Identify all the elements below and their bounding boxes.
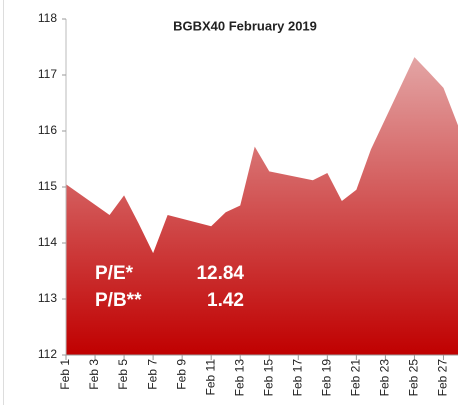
x-tick-label: Feb 25 [407, 359, 421, 397]
y-tick-label: 112 [38, 347, 57, 361]
x-tick-label: Feb 11 [203, 359, 217, 396]
y-tick-label: 115 [38, 179, 57, 193]
y-tick-label: 114 [38, 235, 57, 249]
y-tick-label: 118 [38, 11, 57, 25]
y-tick-label: 117 [38, 67, 57, 81]
annotation-value: 12.84 [196, 263, 244, 284]
x-tick-label: Feb 7 [145, 359, 159, 390]
x-tick-label: Feb 5 [116, 359, 130, 390]
x-tick-label: Feb 3 [87, 359, 101, 390]
x-tick-label: Feb 19 [320, 359, 334, 397]
area [66, 57, 458, 355]
x-tick-label: Feb 9 [174, 359, 188, 390]
x-tick-label: Feb 21 [349, 359, 363, 397]
x-tick-label: Feb 17 [290, 359, 304, 397]
x-tick-label: Feb 15 [261, 359, 275, 397]
x-tick-label: Feb 27 [436, 359, 450, 397]
annotation-label: P/B** [95, 290, 142, 311]
y-tick-label: 116 [38, 123, 57, 137]
x-tick-label: Feb 1 [58, 359, 72, 390]
y-tick-label: 113 [38, 291, 57, 305]
x-tick-label: Feb 23 [378, 359, 392, 397]
x-tick-label: Feb 13 [232, 359, 246, 397]
annotation-label: P/E* [95, 263, 134, 284]
chart-title: BGBX40 February 2019 [173, 18, 317, 33]
annotation-value: 1.42 [207, 290, 244, 311]
